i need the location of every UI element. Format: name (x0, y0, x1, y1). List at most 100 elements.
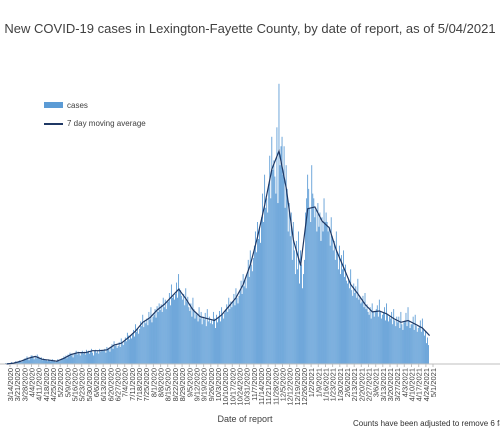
case-bar (20, 361, 22, 364)
bars-group (5, 83, 429, 364)
case-bar (25, 359, 27, 364)
case-bar (185, 288, 187, 364)
case-bar (243, 286, 245, 364)
case-bar (417, 328, 419, 364)
case-bar (161, 311, 163, 364)
case-bar (76, 354, 78, 364)
legend-cases-label: cases (67, 101, 88, 110)
case-bar (75, 350, 77, 364)
x-tick-label: 5/16/2020 (71, 368, 80, 401)
case-bar (119, 346, 121, 364)
case-bar (394, 320, 396, 364)
x-tick-label: 8/1/2020 (149, 368, 158, 397)
case-bar (46, 360, 47, 364)
x-tick-label: 9/19/2020 (200, 368, 209, 401)
case-bar (79, 355, 81, 364)
case-bar (127, 335, 129, 364)
legend-average-label: 7 day moving average (67, 119, 146, 128)
case-bar (271, 136, 273, 364)
case-bar (378, 299, 380, 364)
case-bar (391, 311, 393, 364)
case-bar (233, 293, 235, 364)
x-tick-label: 6/27/2020 (114, 368, 123, 401)
case-bar (226, 304, 228, 364)
case-bar (67, 354, 69, 364)
case-bar (248, 276, 250, 364)
x-tick-label: 3/14/2020 (6, 368, 15, 401)
case-bar (186, 301, 188, 364)
x-tick-label: 5/2/2020 (56, 368, 65, 397)
case-bar (411, 324, 413, 364)
case-bar (317, 203, 319, 364)
case-bar (156, 306, 158, 364)
case-bar (361, 301, 363, 364)
case-bar (23, 359, 25, 364)
x-tick-labels: 3/14/20203/21/20203/28/20204/4/20204/11/… (6, 364, 438, 406)
case-bar (359, 295, 361, 364)
case-bar (32, 357, 34, 364)
case-bar (241, 293, 243, 364)
case-bar (343, 250, 344, 364)
case-bar (22, 360, 24, 364)
case-bar (52, 359, 54, 364)
case-bar (39, 359, 41, 364)
case-bar (269, 155, 271, 364)
case-bar (279, 165, 281, 364)
case-bar (200, 311, 202, 364)
x-tick-label: 5/9/2020 (63, 368, 72, 397)
case-bar (370, 318, 372, 364)
case-bar (198, 307, 200, 364)
case-bar (212, 311, 214, 364)
case-bar (266, 198, 268, 364)
case-bar (38, 358, 40, 364)
x-tick-label: 5/30/2020 (85, 368, 94, 401)
case-bar (215, 328, 216, 364)
case-bar (63, 356, 65, 364)
case-bar (140, 321, 142, 364)
case-bar (281, 136, 283, 364)
case-bar (65, 355, 67, 364)
case-bar (234, 305, 236, 364)
case-bar (84, 354, 86, 364)
case-bar (102, 350, 104, 364)
case-bar (375, 309, 377, 364)
case-bar (344, 276, 345, 364)
x-tick-label: 9/5/2020 (185, 368, 194, 397)
case-bar (113, 341, 115, 364)
case-bar (346, 280, 348, 364)
case-bar (339, 274, 341, 364)
case-bar (120, 338, 122, 364)
case-bar (239, 290, 241, 364)
case-bar (188, 307, 190, 364)
case-bar (318, 226, 320, 364)
case-bar (408, 321, 410, 364)
case-bar (110, 346, 112, 364)
case-bar (337, 269, 339, 364)
case-bar (310, 222, 312, 364)
case-bar (393, 309, 395, 364)
case-bar (367, 311, 369, 364)
case-bar (267, 212, 269, 364)
case-bar (272, 169, 274, 364)
case-bar (62, 359, 64, 364)
case-bar (314, 217, 316, 364)
case-bar (159, 310, 161, 364)
x-tick-label: 11/7/2020 (250, 368, 259, 401)
case-bar (419, 320, 421, 364)
case-bar (254, 231, 256, 364)
case-bar (27, 358, 29, 364)
case-bar (60, 360, 62, 364)
case-bar (428, 345, 429, 364)
case-bar (244, 278, 246, 364)
case-bar (58, 360, 60, 364)
case-bar (312, 193, 314, 364)
case-bar (338, 245, 340, 364)
case-bar (336, 252, 338, 364)
case-bar (89, 353, 90, 364)
case-bar (262, 193, 264, 364)
case-bar (423, 335, 425, 364)
case-bar (164, 299, 166, 364)
case-bar (321, 217, 323, 364)
x-tick-label: 2/13/2021 (350, 368, 359, 401)
x-tick-label: 1/2/2021 (307, 368, 316, 397)
